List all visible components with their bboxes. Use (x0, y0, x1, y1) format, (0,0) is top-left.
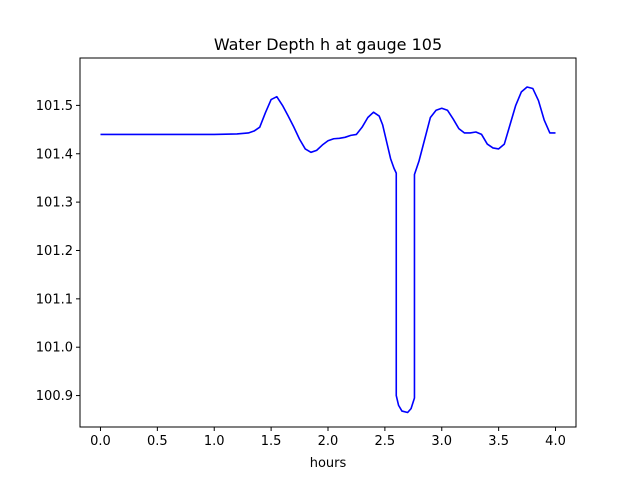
y-tick-label: 101.2 (36, 244, 73, 259)
plot-frame (79, 57, 577, 428)
x-tick-label: 2.5 (375, 434, 396, 449)
x-tick-label: 1.0 (204, 434, 225, 449)
x-tick-label: 0.5 (147, 434, 168, 449)
chart-title: Water Depth h at gauge 105 (214, 35, 442, 54)
x-tick-label: 2.0 (318, 434, 339, 449)
x-tick-label: 3.0 (431, 434, 452, 449)
y-tick-label: 101.0 (36, 341, 73, 356)
x-axis-ticks: 0.0 0.5 1.0 1.5 2.0 2.5 3.0 3.5 4.0 (90, 427, 566, 449)
x-tick-label: 3.5 (488, 434, 509, 449)
plot-layer (100, 86, 556, 414)
x-axis-label: hours (310, 456, 347, 471)
y-tick-label: 101.4 (36, 147, 73, 162)
y-tick-label: 101.5 (36, 99, 73, 114)
x-tick-label: 0.0 (90, 434, 111, 449)
series-line-0 (100, 86, 556, 414)
x-tick-label: 1.5 (261, 434, 282, 449)
y-tick-label: 101.3 (36, 196, 73, 211)
y-axis-ticks: 100.9 101.0 101.1 101.2 101.3 101.4 101.5 (36, 99, 80, 404)
x-tick-label: 4.0 (545, 434, 566, 449)
y-tick-label: 101.1 (36, 292, 73, 307)
y-tick-label: 100.9 (36, 389, 73, 404)
